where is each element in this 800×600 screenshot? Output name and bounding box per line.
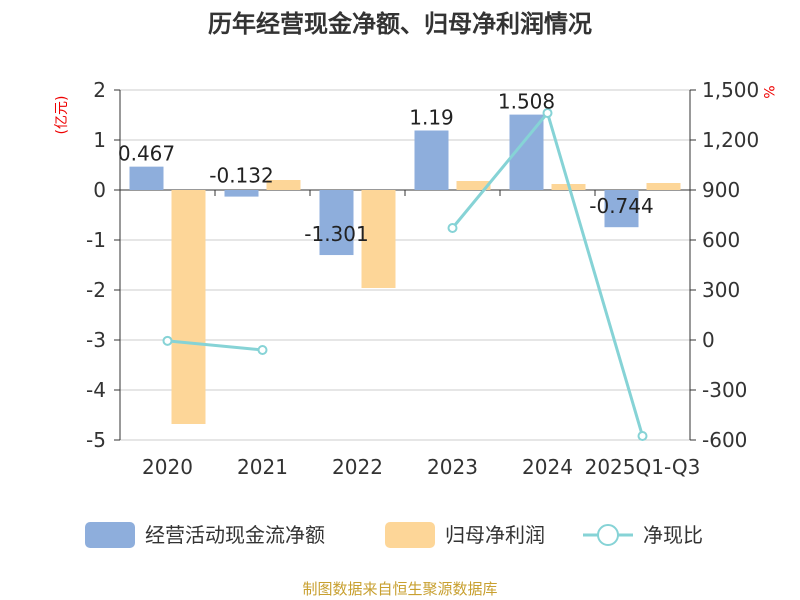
- left-tick-label: 0: [93, 178, 106, 202]
- ratio-point: [637, 431, 648, 441]
- right-tick-label: 1,200: [702, 128, 759, 152]
- legend-swatch-cashflow: [85, 522, 135, 548]
- legend-marker-ratio: [597, 524, 619, 546]
- left-tick-label: -1: [86, 228, 106, 252]
- chart-title: 历年经营现金净额、归母净利润情况: [208, 10, 592, 38]
- legend-swatch-profit: [385, 522, 435, 548]
- right-tick-label: -600: [702, 428, 747, 452]
- x-tick-label: 2022: [332, 455, 383, 479]
- bar-profit: [266, 180, 301, 190]
- legend: 经营活动现金流净额 归母净利润 净现比: [85, 522, 703, 548]
- bar-profit: [646, 183, 681, 190]
- ratio-point: [162, 335, 173, 346]
- x-tick-label: 2021: [237, 455, 288, 479]
- data-label-cashflow: 1.508: [498, 90, 555, 114]
- bar-cashflow: [319, 190, 354, 256]
- footer-source: 制图数据来自恒生聚源数据库: [302, 580, 497, 598]
- x-tick-label: 2025Q1-Q3: [585, 455, 701, 479]
- bar-cashflow: [224, 190, 259, 197]
- bar-cashflow: [604, 190, 639, 228]
- data-label-cashflow: -1.301: [304, 222, 368, 246]
- x-tick-label: 2020: [142, 455, 193, 479]
- bar-cashflow: [129, 166, 164, 190]
- right-tick-label: 900: [702, 178, 740, 202]
- right-tick-label: 600: [702, 228, 740, 252]
- right-tick-label: 0: [702, 328, 715, 352]
- data-label-cashflow: -0.744: [589, 194, 653, 218]
- right-tick-label: -300: [702, 378, 747, 402]
- ratio-point: [447, 223, 458, 233]
- x-tick-label: 2023: [427, 455, 478, 479]
- x-tick-label: 2024: [522, 455, 573, 479]
- bar-cashflow: [414, 130, 449, 190]
- ratio-line: [167, 339, 263, 352]
- legend-label-profit: 归母净利润: [445, 523, 545, 547]
- left-tick-label: -2: [86, 278, 106, 302]
- left-tick-label: -3: [86, 328, 106, 352]
- right-tick-label: 1,500: [702, 78, 759, 102]
- data-label-cashflow: 1.19: [409, 106, 454, 130]
- left-tick-label: 2: [93, 78, 106, 102]
- bar-profit: [456, 181, 491, 190]
- bar-profit: [361, 190, 396, 288]
- data-label-cashflow: -0.132: [209, 164, 273, 188]
- ratio-point: [542, 108, 553, 118]
- legend-label-cashflow: 经营活动现金流净额: [145, 523, 325, 547]
- ratio-line: [451, 109, 644, 437]
- ratio-point: [257, 345, 268, 355]
- bar-profit: [171, 190, 206, 424]
- left-tick-label: 1: [93, 128, 106, 152]
- right-tick-label: 300: [702, 278, 740, 302]
- left-tick-label: -4: [86, 378, 106, 402]
- legend-label-ratio: 净现比: [643, 523, 703, 547]
- data-label-cashflow: 0.467: [118, 142, 175, 166]
- left-axis-label: (亿元): [54, 96, 70, 135]
- right-axis-label: %: [760, 85, 776, 98]
- left-tick-label: -5: [86, 428, 106, 452]
